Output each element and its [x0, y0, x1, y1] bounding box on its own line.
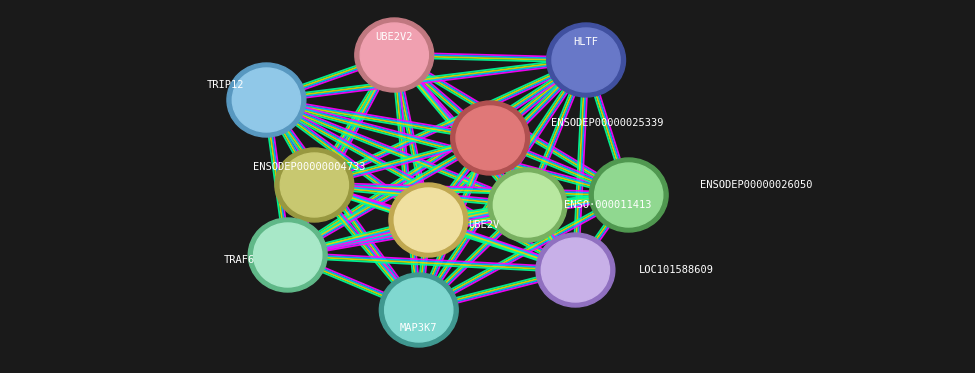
Text: ENSO·000011413: ENSO·000011413 [564, 200, 651, 210]
Circle shape [385, 278, 452, 342]
Text: UBE2V: UBE2V [468, 220, 499, 230]
Circle shape [379, 273, 458, 347]
Circle shape [552, 28, 620, 92]
Circle shape [547, 23, 626, 97]
Circle shape [360, 23, 428, 87]
Circle shape [254, 223, 322, 287]
Circle shape [450, 101, 529, 175]
Circle shape [275, 148, 354, 222]
Text: TRIP12: TRIP12 [207, 80, 245, 90]
Circle shape [249, 218, 328, 292]
Circle shape [595, 163, 663, 227]
Circle shape [227, 63, 306, 137]
Text: ENSODEP00000026050: ENSODEP00000026050 [700, 180, 813, 190]
Circle shape [389, 183, 468, 257]
Circle shape [541, 238, 609, 302]
Circle shape [280, 153, 348, 217]
Text: LOC101588609: LOC101588609 [640, 265, 714, 275]
Circle shape [456, 106, 525, 170]
Text: ENSODEP00000025339: ENSODEP00000025339 [551, 118, 664, 128]
Text: ENSODEP00000004733: ENSODEP00000004733 [253, 162, 366, 172]
Circle shape [232, 68, 300, 132]
Circle shape [589, 158, 668, 232]
Text: UBE2V2: UBE2V2 [375, 32, 413, 42]
Circle shape [355, 18, 434, 92]
Circle shape [488, 168, 566, 242]
Text: HLTF: HLTF [573, 37, 599, 47]
Text: MAP3K7: MAP3K7 [400, 323, 438, 333]
Circle shape [493, 173, 562, 237]
Text: TRAF6: TRAF6 [224, 255, 255, 265]
Circle shape [394, 188, 462, 252]
Circle shape [536, 233, 615, 307]
